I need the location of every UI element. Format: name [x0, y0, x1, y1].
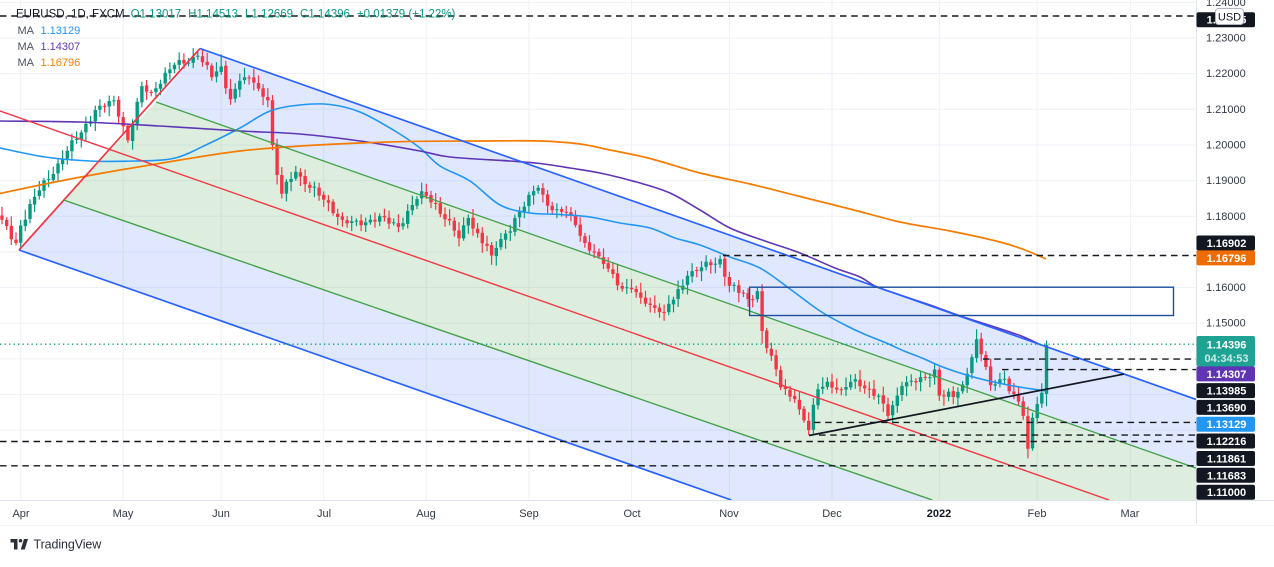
svg-text:Mar: Mar: [1121, 508, 1140, 520]
svg-text:1.24000: 1.24000: [1206, 0, 1246, 9]
svg-text:USD: USD: [1218, 12, 1241, 24]
svg-text:1.23000: 1.23000: [1206, 33, 1246, 45]
svg-text:1.18000: 1.18000: [1206, 211, 1246, 223]
svg-text:Feb: Feb: [1028, 508, 1047, 520]
svg-text:Nov: Nov: [719, 508, 739, 520]
svg-text:1.22000: 1.22000: [1206, 68, 1246, 80]
svg-text:Jun: Jun: [212, 508, 230, 520]
svg-text:1.13129: 1.13129: [41, 25, 81, 37]
svg-text:1.11683: 1.11683: [1207, 470, 1246, 482]
svg-text:1.14396: 1.14396: [1207, 339, 1247, 351]
svg-text:1.16796: 1.16796: [41, 57, 81, 69]
svg-text:1.13690: 1.13690: [1207, 402, 1247, 414]
svg-text:1.13985: 1.13985: [1207, 386, 1247, 398]
svg-text:Oct: Oct: [623, 508, 640, 520]
svg-text:MA: MA: [18, 57, 35, 69]
svg-text:Aug: Aug: [416, 508, 436, 520]
svg-text:1.13129: 1.13129: [1207, 419, 1247, 431]
svg-text:1.20000: 1.20000: [1206, 140, 1246, 152]
svg-text:1.12216: 1.12216: [1207, 436, 1247, 448]
svg-text:1.11861: 1.11861: [1207, 454, 1246, 466]
svg-text:1.16796: 1.16796: [1207, 253, 1247, 265]
svg-text:04:34:53: 04:34:53: [1204, 353, 1248, 365]
svg-text:TradingView: TradingView: [34, 538, 103, 552]
svg-text:1.16000: 1.16000: [1206, 282, 1246, 294]
svg-text:1.14307: 1.14307: [41, 41, 81, 53]
svg-text:Apr: Apr: [12, 508, 29, 520]
svg-text:1.16902: 1.16902: [1207, 238, 1247, 250]
svg-text:1.15000: 1.15000: [1206, 318, 1246, 330]
svg-text:2022: 2022: [927, 508, 951, 520]
svg-text:MA: MA: [18, 41, 35, 53]
svg-text:Dec: Dec: [822, 508, 842, 520]
svg-text:1.11000: 1.11000: [1207, 487, 1246, 499]
svg-text:1.21000: 1.21000: [1206, 104, 1246, 116]
svg-text:MA: MA: [18, 25, 35, 37]
svg-text:1.14307: 1.14307: [1207, 369, 1247, 381]
svg-text:1.19000: 1.19000: [1206, 175, 1246, 187]
svg-text:Sep: Sep: [519, 508, 539, 520]
svg-text:May: May: [113, 508, 134, 520]
svg-text:Jul: Jul: [317, 508, 331, 520]
